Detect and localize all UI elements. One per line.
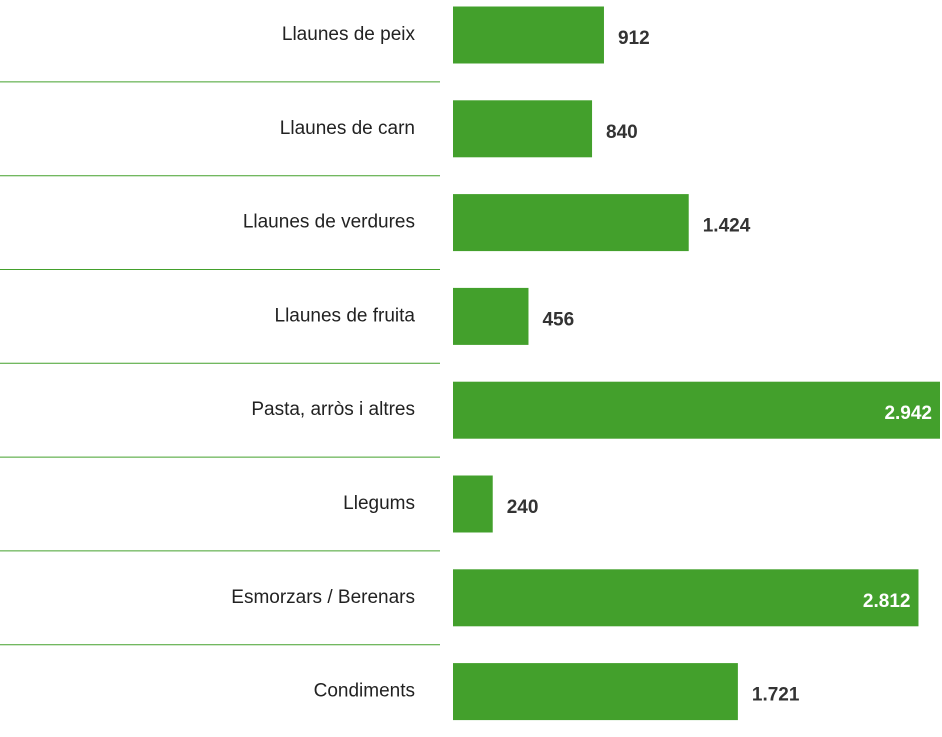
category-label: Llaunes de verdures [243,212,415,233]
value-label: 240 [507,497,539,518]
bar [453,100,593,158]
value-label: 1.424 [703,216,751,237]
value-label: 2.942 [884,403,932,424]
bar [453,663,738,721]
category-label: Llaunes de carn [280,118,415,139]
value-label: 2.812 [863,591,911,612]
category-label: Pasta, arròs i altres [251,399,415,420]
category-label: Llaunes de fruita [275,305,416,326]
category-label: Esmorzars / Berenars [231,587,415,608]
bar [453,569,919,627]
category-label: Condiments [314,681,415,702]
bar [453,194,689,252]
category-label: Llegums [343,493,415,514]
bar [453,381,940,439]
bar [453,475,493,533]
bar [453,6,604,64]
value-label: 1.721 [752,685,800,706]
value-label: 840 [606,122,638,143]
category-label: Llaunes de peix [282,24,416,45]
bar [453,287,529,345]
value-label: 912 [618,28,650,49]
value-label: 456 [542,309,574,330]
